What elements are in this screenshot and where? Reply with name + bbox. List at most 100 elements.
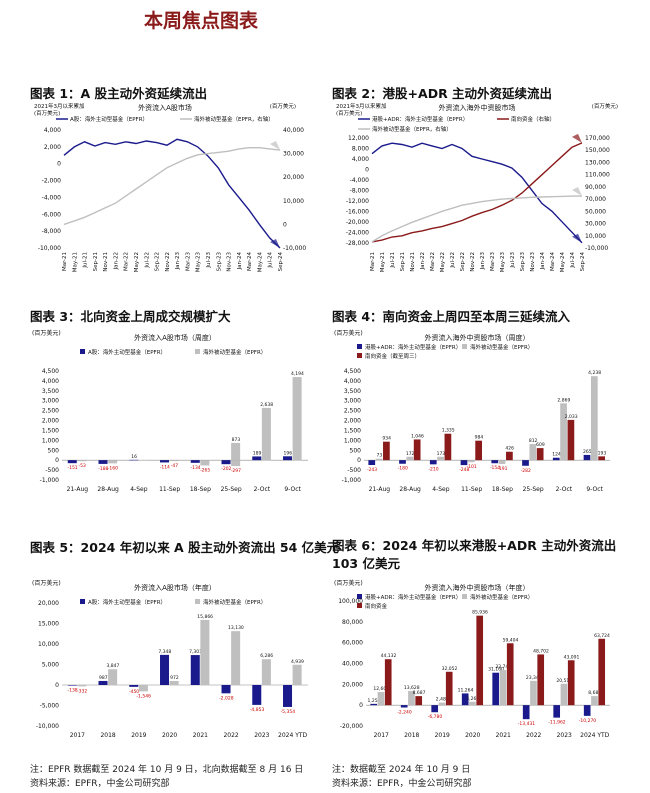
data-label: 48,702 (533, 648, 549, 654)
data-label: -154 (490, 465, 500, 471)
x-tick-label: 21-Aug (369, 486, 391, 493)
data-label: -450 (129, 689, 139, 695)
x-tick-label: 2018 (100, 732, 115, 739)
chart-title: 外资流入A股市场（年度） (134, 583, 216, 592)
data-label: -4,853 (250, 707, 265, 713)
data-label: 59,404 (503, 637, 519, 643)
data-label: 8,687 (413, 690, 426, 696)
bar (221, 460, 231, 465)
y-tick-label: -4,000 (42, 194, 62, 201)
x-tick-label: May-23 (196, 252, 202, 273)
bar (190, 460, 200, 463)
bar (598, 456, 606, 461)
y-tick-label: 1,000 (344, 437, 361, 444)
x-tick-label: 2019 (435, 732, 450, 739)
bar (498, 460, 506, 464)
x-tick-label: Nov-21 (410, 252, 416, 272)
y-tick-label: 12,000 (348, 135, 369, 142)
bar (429, 460, 437, 465)
bar (200, 619, 210, 685)
data-label: -210 (428, 466, 438, 472)
y-tick-label: 4,500 (344, 368, 361, 375)
data-label: 6,286 (260, 653, 273, 659)
x-tick-label: 28-Aug (399, 486, 421, 493)
data-label: 124 (552, 452, 561, 458)
unit-left-2: (百万美元) (336, 109, 362, 117)
y-tick-label: -8,000 (42, 228, 62, 235)
x-tick-label: Sep-22 (155, 252, 161, 271)
unit-right: (百万美元) (270, 102, 296, 110)
y-tick-label: -5,000 (40, 703, 60, 710)
legend-label: 南向资金（截至周三） (365, 352, 420, 360)
series-line (371, 142, 583, 244)
y-tick-label: 0 (57, 161, 61, 168)
series-line (63, 147, 281, 226)
legend-swatch (462, 344, 467, 349)
series-line (371, 195, 582, 243)
data-label: 13,130 (228, 625, 244, 631)
bar (492, 672, 500, 706)
data-label: 16 (131, 454, 137, 460)
bar (591, 696, 598, 706)
x-tick-label: Jul-23 (510, 252, 516, 269)
data-label: 172 (406, 451, 415, 457)
bar (467, 460, 475, 463)
y-tick-label: -8,000 (350, 187, 370, 194)
bar (530, 680, 537, 706)
data-label: -188 (98, 466, 108, 472)
legend-label: 海外被动型基金（EPFR） (470, 343, 533, 351)
bar (67, 685, 77, 686)
bar (252, 685, 262, 705)
bar (98, 680, 108, 685)
bar (583, 705, 591, 716)
legend-swatch (195, 349, 200, 354)
unit-label: (百万美元) (32, 579, 61, 587)
bar (444, 433, 452, 461)
bar (598, 638, 606, 706)
bar (552, 457, 560, 461)
x-tick-label: Mar-24 (550, 252, 556, 272)
y-tick-label: -24,000 (346, 229, 369, 236)
y-tick-label: -1,000 (40, 477, 60, 484)
chart-title: 外资流入海外中资股市场（年度） (425, 583, 530, 592)
legend-label: 南向资金（右轴） (511, 115, 555, 123)
y-tick-label: -20,000 (340, 723, 363, 730)
x-tick-label: 4-Sep (130, 486, 147, 493)
data-label: 15,866 (197, 614, 213, 620)
legend-swatch (462, 594, 467, 599)
bar (469, 701, 476, 706)
x-tick-label: 21-Aug (67, 486, 89, 493)
y-right-tick-label: 10,000 (283, 198, 304, 205)
data-label: 33,744 (495, 664, 511, 670)
chart-title: 外资流入A股市场 (138, 103, 192, 112)
y-tick-label: 60,000 (342, 640, 363, 647)
data-label: 12,609 (373, 686, 389, 692)
data-label: -2,028 (219, 695, 234, 701)
data-label: 4,238 (588, 370, 601, 376)
y-tick-label: 3,500 (42, 388, 59, 395)
legend-label: 海外被动型基金（EPFR，右轴） (372, 125, 452, 133)
data-label: -53 (79, 463, 86, 469)
data-label: 972 (170, 675, 179, 681)
bar (160, 460, 170, 463)
x-tick-label: Sep-24 (278, 252, 284, 272)
y-tick-label: -500 (45, 467, 59, 474)
bar (231, 460, 241, 467)
x-tick-label: 2022 (526, 732, 541, 739)
bar (138, 460, 148, 461)
data-label: -282 (521, 468, 531, 474)
x-tick-label: Sep-21 (93, 252, 99, 271)
y-tick-label: 4,000 (44, 127, 61, 134)
legend-swatch (357, 353, 362, 358)
bar (292, 377, 302, 461)
y-right-tick-label: 30,000 (585, 221, 606, 228)
x-tick-label: 2020 (465, 732, 480, 739)
x-tick-label: Nov-23 (530, 252, 536, 272)
bar (560, 683, 568, 706)
y-tick-label: 0 (359, 702, 363, 709)
x-tick-label: Jul-23 (206, 252, 212, 269)
bar (231, 631, 241, 685)
x-tick-label: Mar-21 (370, 252, 376, 271)
legend-swatch (80, 349, 85, 354)
bar (400, 705, 408, 708)
